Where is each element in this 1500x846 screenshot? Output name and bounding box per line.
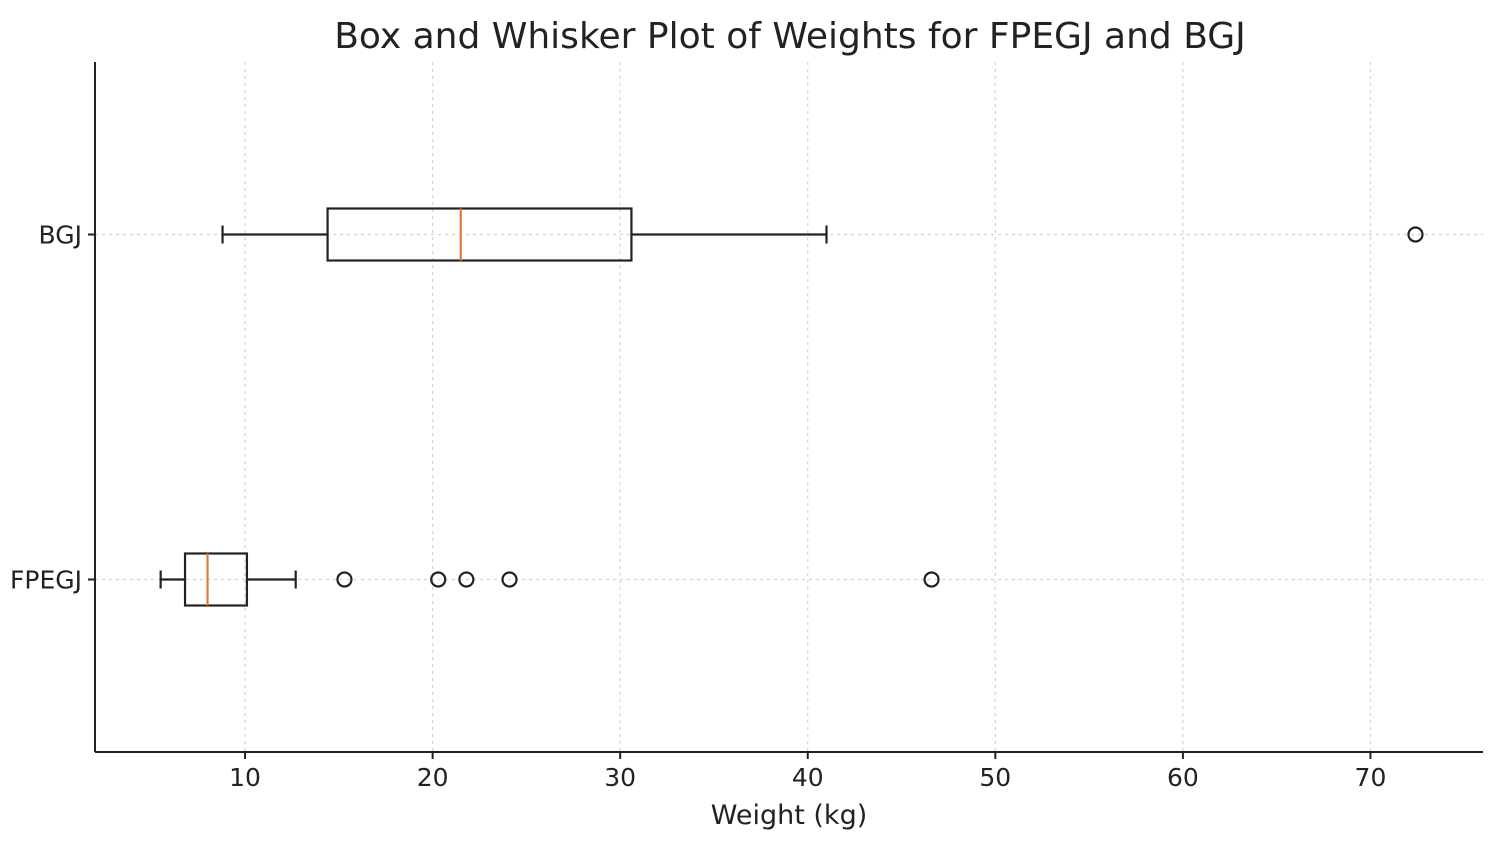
axes — [94, 62, 1483, 753]
x-tick-label: 40 — [792, 763, 824, 792]
chart-title: Box and Whisker Plot of Weights for FPEG… — [334, 16, 1246, 57]
box-fpegj — [159, 552, 940, 607]
outlier-point — [430, 571, 447, 588]
grid-lines — [95, 62, 1483, 752]
x-tick-label: 10 — [229, 763, 261, 792]
outlier-point — [1407, 226, 1424, 243]
y-tick-label: BGJ — [39, 221, 82, 250]
x-tick-label: 70 — [1355, 763, 1387, 792]
x-tick-label: 30 — [604, 763, 636, 792]
x-tick-label: 60 — [1167, 763, 1199, 792]
x-tick-label: 50 — [979, 763, 1011, 792]
outlier-point — [336, 571, 353, 588]
x-axis-label: Weight (kg) — [711, 800, 868, 831]
y-tick-label: FPEGJ — [10, 566, 82, 595]
x-tick-label: 20 — [417, 763, 449, 792]
y-axis-ticks: FPEGJ BGJ — [10, 221, 95, 595]
outlier-point — [458, 571, 475, 588]
iqr-box — [326, 207, 633, 262]
x-axis-ticks: 10 20 30 40 50 60 70 — [229, 752, 1386, 792]
box-bgj — [221, 207, 1424, 262]
outlier-point — [501, 571, 518, 588]
iqr-box — [183, 552, 249, 607]
boxes — [159, 207, 1424, 607]
outlier-point — [923, 571, 940, 588]
